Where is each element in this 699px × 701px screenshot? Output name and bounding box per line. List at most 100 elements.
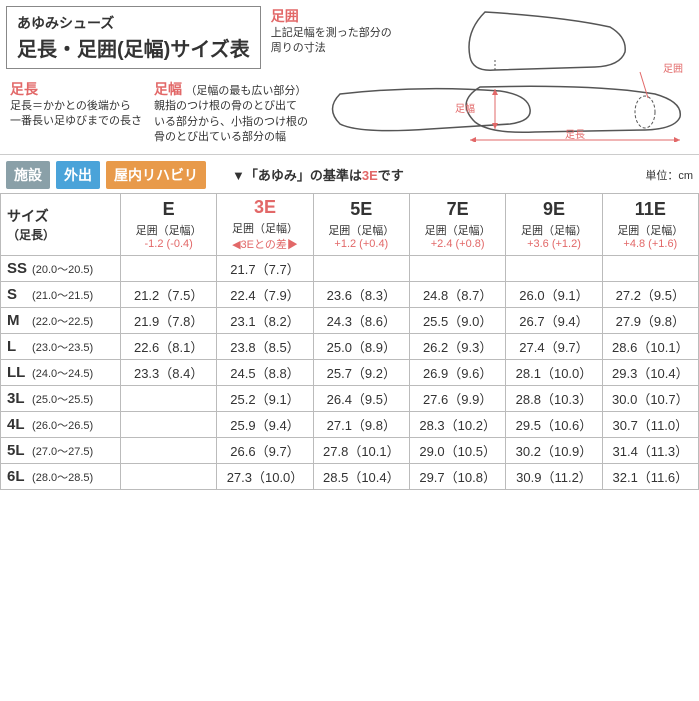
- cell: [409, 255, 505, 281]
- table-row: S (21.0～21.5)21.2（7.5）22.4（7.9）23.6（8.3）…: [1, 281, 699, 307]
- cell: 23.6（8.3）: [313, 281, 409, 307]
- col-sub: 足囲（足幅）: [412, 222, 503, 238]
- svg-text:足幅: 足幅: [455, 102, 475, 115]
- cell: 24.3（8.6）: [313, 307, 409, 333]
- cell: 25.0（8.9）: [313, 333, 409, 359]
- cell: 23.1（8.2）: [217, 307, 313, 333]
- cell: 27.2（9.5）: [602, 281, 698, 307]
- cell: [121, 385, 217, 411]
- col-header-11E: 11E足囲（足幅）+4.8 (+1.6): [602, 193, 698, 255]
- cell: 27.8（10.1）: [313, 437, 409, 463]
- col-diff: +2.4 (+0.8): [412, 238, 503, 250]
- cell: 30.0（10.7）: [602, 385, 698, 411]
- cell: 28.3（10.2）: [409, 411, 505, 437]
- cell: 22.6（8.1）: [121, 333, 217, 359]
- note-3e-suffix: です: [378, 168, 404, 183]
- cell: 27.9（9.8）: [602, 307, 698, 333]
- row-range: (21.0～21.5): [29, 290, 93, 302]
- col-sub: 足囲（足幅）: [605, 222, 696, 238]
- ashinaga-desc: 足長＝かかとの後端から 一番長い足ゆびまでの長さ: [10, 99, 142, 130]
- cell: 30.7（11.0）: [602, 411, 698, 437]
- cell: [121, 411, 217, 437]
- col-diff: ◀3Eとの差▶: [219, 236, 310, 252]
- ashihaba-label: 足幅: [154, 81, 182, 97]
- title-line2: 足長・足囲(足幅)サイズ表: [17, 33, 250, 62]
- col-sub: 足囲（足幅）: [508, 222, 599, 238]
- table-row: M (22.0～22.5)21.9（7.8）23.1（8.2）24.3（8.6）…: [1, 307, 699, 333]
- note-3e-highlight: 3E: [362, 168, 378, 183]
- cell: 25.5（9.0）: [409, 307, 505, 333]
- cell: 30.9（11.2）: [506, 463, 602, 489]
- cell: 26.0（9.1）: [506, 281, 602, 307]
- ashinaga-label: 足長: [10, 79, 142, 99]
- cell: 21.9（7.8）: [121, 307, 217, 333]
- col-header-3E: 3E 足囲（足幅）◀3Eとの差▶: [217, 193, 313, 255]
- title-line1: あゆみシューズ: [17, 13, 250, 33]
- badge-0: 施設: [6, 161, 50, 189]
- note-3e-prefix: ▼「あゆみ」の基準は: [232, 168, 362, 183]
- row-range: (22.0～22.5): [29, 316, 93, 328]
- table-row: 3L (25.0～25.5)25.2（9.1）26.4（9.5）27.6（9.9…: [1, 385, 699, 411]
- cell: 25.2（9.1）: [217, 385, 313, 411]
- cell: 26.9（9.6）: [409, 359, 505, 385]
- cell: 30.2（10.9）: [506, 437, 602, 463]
- cell: [121, 463, 217, 489]
- col-header-9E: 9E足囲（足幅）+3.6 (+1.2): [506, 193, 602, 255]
- row-label: 6L (28.0～28.5): [1, 463, 121, 489]
- row-size: 4L: [7, 416, 29, 433]
- row-label: S (21.0～21.5): [1, 281, 121, 307]
- cell: 27.6（9.9）: [409, 385, 505, 411]
- row-label: M (22.0～22.5): [1, 307, 121, 333]
- cell: 28.8（10.3）: [506, 385, 602, 411]
- row-size: L: [7, 338, 29, 355]
- ashihaba-paren: （足幅の最も広い部分）: [185, 85, 306, 97]
- col-sub: 足囲（足幅）: [123, 222, 214, 238]
- cell: 27.4（9.7）: [506, 333, 602, 359]
- cell: 27.1（9.8）: [313, 411, 409, 437]
- cell: 29.0（10.5）: [409, 437, 505, 463]
- unit-label: 単位：cm: [645, 167, 693, 183]
- cell: 25.7（9.2）: [313, 359, 409, 385]
- cell: 27.3（10.0）: [217, 463, 313, 489]
- cell: 26.7（9.4）: [506, 307, 602, 333]
- table-row: 5L (27.0～27.5)26.6（9.7）27.8（10.1）29.0（10…: [1, 437, 699, 463]
- cell: 22.4（7.9）: [217, 281, 313, 307]
- col-header-E: E足囲（足幅）-1.2 (-0.4): [121, 193, 217, 255]
- cell: 26.6（9.7）: [217, 437, 313, 463]
- badge-2: 屋内リハビリ: [106, 161, 206, 189]
- col-title: E: [123, 199, 214, 220]
- col-title: 7E: [412, 199, 503, 220]
- cell: 26.2（9.3）: [409, 333, 505, 359]
- row-range: (24.0～24.5): [29, 368, 93, 380]
- col-sub: 足囲（足幅）: [219, 220, 310, 236]
- table-row: 4L (26.0～26.5)25.9（9.4）27.1（9.8）28.3（10.…: [1, 411, 699, 437]
- row-size: SS: [7, 260, 29, 277]
- cell: 29.3（10.4）: [602, 359, 698, 385]
- mid-col-width: 足幅 （足幅の最も広い部分） 親指のつけ根の骨のとび出て いる部分から、小指のつ…: [154, 79, 308, 146]
- cell: 23.8（8.5）: [217, 333, 313, 359]
- row-range: (20.0～20.5): [29, 264, 93, 276]
- row-range: (23.0～23.5): [29, 342, 93, 354]
- col-title: 5E: [316, 199, 407, 220]
- table-row: L (23.0～23.5) 22.6（8.1）23.8（8.5）25.0（8.9）…: [1, 333, 699, 359]
- size-table: サイズ （足長） E足囲（足幅）-1.2 (-0.4)3E足囲（足幅）◀3Eとの…: [0, 193, 699, 490]
- row-size: 6L: [7, 468, 29, 485]
- cell: 21.2（7.5）: [121, 281, 217, 307]
- table-row: LL (24.0～24.5)23.3（8.4）24.5（8.8）25.7（9.2…: [1, 359, 699, 385]
- row-label: 4L (26.0～26.5): [1, 411, 121, 437]
- cell: [602, 255, 698, 281]
- cell: 23.3（8.4）: [121, 359, 217, 385]
- col-title: 3E: [219, 197, 310, 218]
- row-size: M: [7, 312, 29, 329]
- cell: [121, 437, 217, 463]
- cell: 21.7（7.7）: [217, 255, 313, 281]
- cell: 28.6（10.1）: [602, 333, 698, 359]
- badge-1: 外出: [56, 161, 100, 189]
- cell: 24.5（8.8）: [217, 359, 313, 385]
- col-diff: +1.2 (+0.4): [316, 238, 407, 250]
- cell: [121, 255, 217, 281]
- cell: 29.7（10.8）: [409, 463, 505, 489]
- col-title: 11E: [605, 199, 696, 220]
- cell: 32.1（11.6）: [602, 463, 698, 489]
- cell: 31.4（11.3）: [602, 437, 698, 463]
